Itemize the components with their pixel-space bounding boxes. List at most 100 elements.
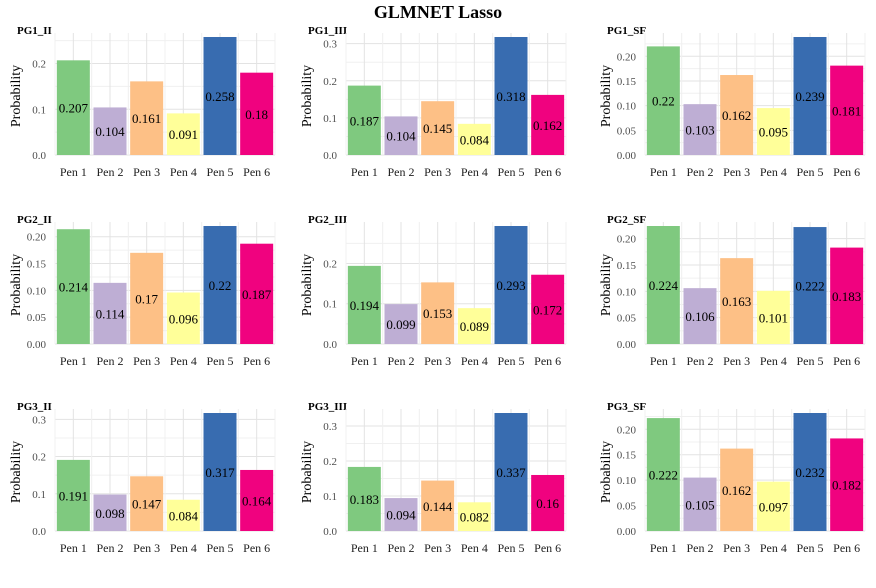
panel-title: PG1_SF <box>607 25 646 37</box>
bar <box>756 290 790 344</box>
data-label: 0.181 <box>832 103 861 118</box>
x-tick-label: Pen 4 <box>461 354 488 368</box>
data-label: 0.094 <box>386 508 416 523</box>
data-label: 0.153 <box>423 306 452 321</box>
y-tick-label: 0.1 <box>323 299 337 311</box>
x-tick-label: Pen 5 <box>498 165 525 179</box>
bar <box>646 46 680 155</box>
x-tick-label: Pen 5 <box>498 354 525 368</box>
y-tick-label: 0.20 <box>617 234 637 246</box>
data-label: 0.22 <box>652 94 675 109</box>
data-label: 0.095 <box>759 125 788 140</box>
bar <box>494 413 528 531</box>
y-tick-label: 0.1 <box>323 113 337 125</box>
y-tick-label: 0.15 <box>617 76 637 88</box>
figure-title: GLMNET Lasso <box>373 2 503 22</box>
x-tick-label: Pen 6 <box>833 541 860 555</box>
data-label: 0.317 <box>205 465 235 480</box>
y-tick-label: 0.2 <box>323 76 337 88</box>
y-tick-label: 0.2 <box>32 452 46 464</box>
panel-title: PG3_III <box>308 401 347 413</box>
data-label: 0.091 <box>169 127 198 142</box>
bar <box>457 308 491 344</box>
chart-panel: PG3_II 0.0 0.1 0.2 0.3 Probability 0.191 Pen 1 0… <box>9 401 276 555</box>
bar <box>793 413 827 531</box>
data-label: 0.096 <box>169 311 199 326</box>
bar <box>531 94 565 155</box>
x-tick-label: Pen 5 <box>498 541 525 555</box>
data-label: 0.214 <box>59 280 89 295</box>
x-tick-label: Pen 1 <box>351 354 378 368</box>
y-tick-label: 0.1 <box>323 491 337 503</box>
x-tick-label: Pen 3 <box>723 354 750 368</box>
data-label: 0.222 <box>795 279 824 294</box>
x-tick-label: Pen 1 <box>351 165 378 179</box>
bar <box>384 304 418 344</box>
y-axis-label: Probability <box>9 254 24 316</box>
data-label: 0.099 <box>386 317 415 332</box>
data-label: 0.104 <box>386 129 416 144</box>
y-axis-label: Probability <box>599 441 614 503</box>
bar <box>240 243 274 344</box>
bar <box>683 477 717 531</box>
y-axis-label: Probability <box>300 441 315 503</box>
data-label: 0.162 <box>722 108 751 123</box>
data-label: 0.18 <box>245 107 268 122</box>
bar <box>166 292 200 344</box>
y-tick-label: 0.1 <box>32 104 46 116</box>
data-label: 0.104 <box>95 124 125 139</box>
y-tick-label: 0.3 <box>32 414 46 426</box>
bar <box>756 108 790 155</box>
bar <box>646 418 680 531</box>
bar <box>130 252 164 344</box>
x-tick-label: Pen 5 <box>797 354 824 368</box>
y-axis-label: Probability <box>599 65 614 127</box>
bar <box>683 104 717 155</box>
bar <box>203 37 237 155</box>
y-tick-label: 0.10 <box>617 101 637 113</box>
bar <box>756 481 790 531</box>
y-tick-label: 0.2 <box>323 258 337 270</box>
x-tick-label: Pen 3 <box>133 354 160 368</box>
bar <box>457 502 491 531</box>
data-label: 0.098 <box>95 506 124 521</box>
data-label: 0.089 <box>460 319 489 334</box>
data-label: 0.183 <box>832 289 861 304</box>
data-label: 0.187 <box>242 287 272 302</box>
y-axis-label: Probability <box>300 65 315 127</box>
data-label: 0.106 <box>685 309 715 324</box>
bar <box>93 107 127 155</box>
x-tick-label: Pen 6 <box>243 354 270 368</box>
y-tick-label: 0.05 <box>617 313 637 325</box>
chart-panel: PG1_III 0.0 0.1 0.2 0.3 Probability 0.187 Pen 1… <box>300 25 567 179</box>
data-label: 0.101 <box>759 310 788 325</box>
bar <box>683 288 717 344</box>
bar <box>384 116 418 155</box>
panel-title: PG3_SF <box>607 401 646 413</box>
data-label: 0.222 <box>649 468 678 483</box>
data-label: 0.224 <box>649 278 679 293</box>
bar <box>203 413 237 531</box>
y-tick-label: 0.15 <box>617 260 637 272</box>
data-label: 0.145 <box>423 121 452 136</box>
chart-panel: PG1_II 0.0 0.1 0.2 Probability 0.207 Pen 1 0.10… <box>9 25 276 179</box>
data-label: 0.182 <box>832 478 861 493</box>
x-tick-label: Pen 1 <box>351 541 378 555</box>
panel-title: PG2_SF <box>607 214 646 226</box>
bar <box>240 72 274 155</box>
y-tick-label: 0.05 <box>617 501 637 513</box>
data-label: 0.194 <box>350 298 380 313</box>
y-tick-label: 0.0 <box>32 150 46 162</box>
bar <box>720 75 754 155</box>
y-tick-label: 0.05 <box>27 312 47 324</box>
x-tick-label: Pen 5 <box>207 165 234 179</box>
chart-panel: PG2_III 0.0 0.1 0.2 Probability 0.194 Pen 1 0.0… <box>300 214 567 368</box>
x-tick-label: Pen 2 <box>388 165 415 179</box>
y-axis-label: Probability <box>9 441 24 503</box>
bar <box>203 226 237 344</box>
x-tick-label: Pen 2 <box>687 541 714 555</box>
bar <box>421 282 455 344</box>
